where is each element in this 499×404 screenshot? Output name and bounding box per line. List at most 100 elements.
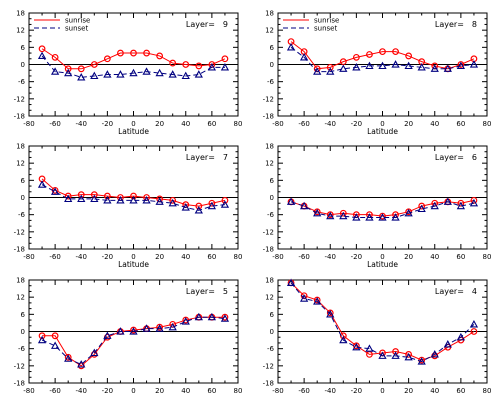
data-point-sunset (142, 324, 151, 332)
y-tick-label: -12 (14, 228, 25, 236)
x-tick-label: -80 (23, 253, 34, 261)
y-tick-label: 6 (270, 44, 275, 52)
data-point-sunset (430, 350, 439, 358)
y-tick-label: 0 (21, 328, 25, 336)
data-point-sunset (352, 342, 361, 351)
data-point-sunrise (51, 332, 59, 340)
data-point-sunset (155, 324, 164, 332)
x-tick-label: -20 (351, 120, 362, 128)
data-point-sunrise (38, 332, 46, 340)
layer-label: Layer= 4 (435, 287, 477, 296)
data-point-sunset (194, 206, 203, 214)
data-point-sunrise (103, 192, 111, 200)
data-point-sunset (286, 43, 296, 51)
data-point-sunrise (156, 52, 164, 60)
y-tick-label: 6 (270, 177, 275, 185)
y-tick-label: 18 (16, 10, 25, 18)
data-point-sunrise (38, 45, 46, 53)
y-tick-label: -6 (267, 211, 275, 219)
y-tick-label: 6 (21, 177, 26, 185)
x-tick-label: 60 (207, 253, 216, 261)
y-tick-label: -18 (263, 113, 274, 121)
data-point-sunset (129, 68, 138, 77)
x-tick-label: 60 (207, 120, 216, 128)
x-tick-label: 20 (155, 253, 164, 261)
x-tick-label: 80 (483, 120, 492, 128)
data-point-sunrise (326, 63, 334, 71)
series-line-sunset (41, 184, 225, 211)
data-point-sunset (299, 53, 309, 61)
data-point-sunset (313, 208, 322, 217)
data-point-sunrise (195, 202, 203, 210)
data-point-sunset (378, 213, 387, 221)
x-tick-label: 40 (430, 253, 439, 261)
data-point-sunset (207, 201, 217, 210)
y-tick-label: 18 (265, 10, 274, 18)
layer-label-value: 7 (223, 153, 228, 162)
y-tick-label: -18 (14, 113, 25, 121)
data-point-sunset (313, 297, 322, 305)
data-point-sunrise (195, 62, 203, 70)
data-point-sunset (207, 312, 217, 321)
data-point-sunset (129, 327, 138, 335)
x-tick-label: -60 (298, 253, 309, 261)
layer-label-value: 4 (472, 287, 477, 296)
layer-label-prefix: Layer= (435, 20, 464, 29)
data-point-sunrise (90, 191, 98, 199)
data-point-sunset (391, 351, 400, 359)
x-tick-label: -60 (49, 387, 60, 395)
data-point-sunrise (379, 48, 386, 56)
x-tick-label: -20 (102, 253, 113, 261)
data-point-sunset (90, 71, 99, 80)
x-tick-label: 0 (380, 253, 384, 261)
y-tick-label: -6 (18, 78, 26, 86)
data-point-sunset (365, 344, 374, 352)
data-point-sunrise (117, 49, 124, 57)
data-point-sunset (194, 312, 203, 321)
x-tick-label: -20 (102, 387, 113, 395)
layer-label-prefix: Layer= (435, 153, 464, 162)
layer-label: Layer= 7 (186, 153, 228, 162)
x-tick-label: -80 (272, 387, 283, 395)
x-tick-label: -80 (23, 120, 34, 128)
data-point-sunset (116, 196, 125, 204)
data-point-sunset (220, 314, 230, 322)
data-point-sunset (326, 67, 335, 75)
x-tick-label: -20 (351, 253, 362, 261)
data-point-sunset (469, 320, 479, 328)
layer-label-prefix: Layer= (186, 153, 215, 162)
y-tick-label: 12 (265, 27, 274, 35)
x-axis-title: Latitude (118, 127, 149, 136)
series-line-sunset (290, 282, 475, 363)
x-tick-label: 40 (181, 387, 190, 395)
data-point-sunset (168, 322, 177, 331)
layer-label: Layer= 6 (435, 153, 477, 162)
x-tick-label: 0 (131, 253, 135, 261)
data-point-sunrise (366, 51, 373, 58)
data-point-sunset (365, 213, 374, 221)
data-point-sunrise (418, 202, 426, 210)
data-point-sunrise (130, 192, 137, 200)
layer-label: Layer= 5 (186, 287, 228, 296)
data-point-sunset (417, 204, 426, 213)
chart-panel-layer-6: -80 -60 -40 -20 0 20 40 60 80-18-12-6061218Latit… (263, 143, 492, 270)
y-tick-label: -6 (18, 345, 26, 353)
data-point-sunset (469, 60, 479, 68)
x-tick-label: 20 (404, 120, 413, 128)
x-tick-label: -80 (272, 253, 283, 261)
data-point-sunset (129, 196, 138, 204)
x-tick-label: -60 (49, 120, 60, 128)
data-point-sunset (142, 67, 151, 75)
data-point-sunset (339, 335, 348, 344)
data-point-sunrise (405, 350, 413, 358)
data-point-sunset (64, 68, 73, 77)
data-point-sunset (116, 70, 125, 78)
y-tick-label: -12 (263, 228, 274, 236)
legend-sunset-label: sunset (314, 25, 337, 33)
y-tick-label: -12 (14, 362, 25, 370)
x-tick-label: 60 (456, 387, 465, 395)
x-tick-label: -60 (298, 387, 309, 395)
